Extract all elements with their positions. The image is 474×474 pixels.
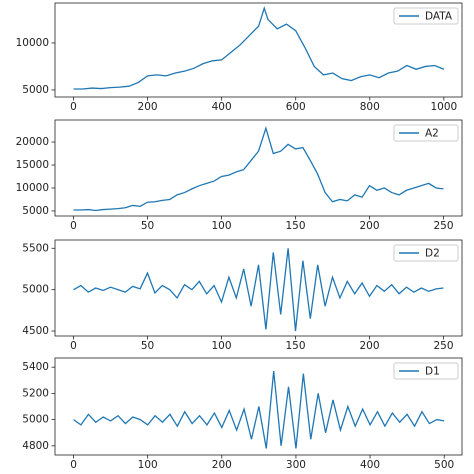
axes-frame — [54, 239, 463, 337]
y-tick-label: 5000 — [22, 84, 49, 96]
axes-frame — [54, 119, 463, 217]
y-tick-label: 15000 — [16, 159, 49, 171]
legend-box — [393, 244, 459, 262]
x-tick-label: 150 — [285, 340, 305, 352]
x-tick-label: 0 — [70, 459, 77, 471]
x-tick-label: 1000 — [430, 101, 457, 113]
axes-frame — [54, 2, 463, 98]
y-tick-label: 4500 — [22, 325, 49, 337]
x-tick-label: 0 — [70, 340, 77, 352]
x-tick-label: 250 — [433, 340, 453, 352]
x-tick-label: 300 — [286, 459, 306, 471]
y-tick-label: 5000 — [22, 205, 49, 217]
legend-label: D1 — [425, 366, 440, 378]
y-tick-label: 4800 — [22, 440, 49, 452]
y-tick-label: 20000 — [16, 136, 49, 148]
x-tick-label: 800 — [360, 101, 380, 113]
y-tick-label: 5400 — [22, 361, 49, 373]
x-tick-label: 0 — [70, 220, 77, 232]
data-line — [73, 371, 445, 449]
x-tick-label: 100 — [211, 340, 231, 352]
y-tick-label: 5200 — [22, 387, 49, 399]
x-tick-label: 400 — [360, 459, 380, 471]
legend-label: DATA — [425, 11, 453, 23]
x-tick-label: 100 — [138, 459, 158, 471]
x-tick-label: 250 — [433, 220, 453, 232]
x-tick-label: 400 — [212, 101, 232, 113]
x-tick-label: 200 — [359, 220, 379, 232]
legend-label: D2 — [425, 248, 440, 260]
legend-label: A2 — [425, 128, 439, 140]
x-tick-label: 100 — [211, 220, 231, 232]
x-tick-label: 500 — [434, 459, 454, 471]
x-tick-label: 200 — [212, 459, 232, 471]
data-line — [73, 6, 445, 90]
x-tick-label: 50 — [141, 340, 154, 352]
x-tick-label: 0 — [70, 101, 77, 113]
data-line — [73, 126, 444, 212]
x-tick-label: 600 — [286, 101, 306, 113]
y-tick-label: 10000 — [16, 182, 49, 194]
x-tick-label: 200 — [138, 101, 158, 113]
x-tick-label: 150 — [285, 220, 305, 232]
y-tick-label: 5500 — [22, 242, 49, 254]
data-line — [73, 248, 444, 332]
y-tick-label: 5000 — [22, 414, 49, 426]
y-tick-label: 5000 — [22, 284, 49, 296]
legend-box — [393, 7, 459, 25]
legend-box — [393, 124, 459, 142]
x-tick-label: 50 — [141, 220, 154, 232]
legend-box — [393, 362, 459, 380]
y-tick-label: 10000 — [16, 37, 49, 49]
x-tick-label: 200 — [359, 340, 379, 352]
axes-frame — [54, 357, 463, 456]
